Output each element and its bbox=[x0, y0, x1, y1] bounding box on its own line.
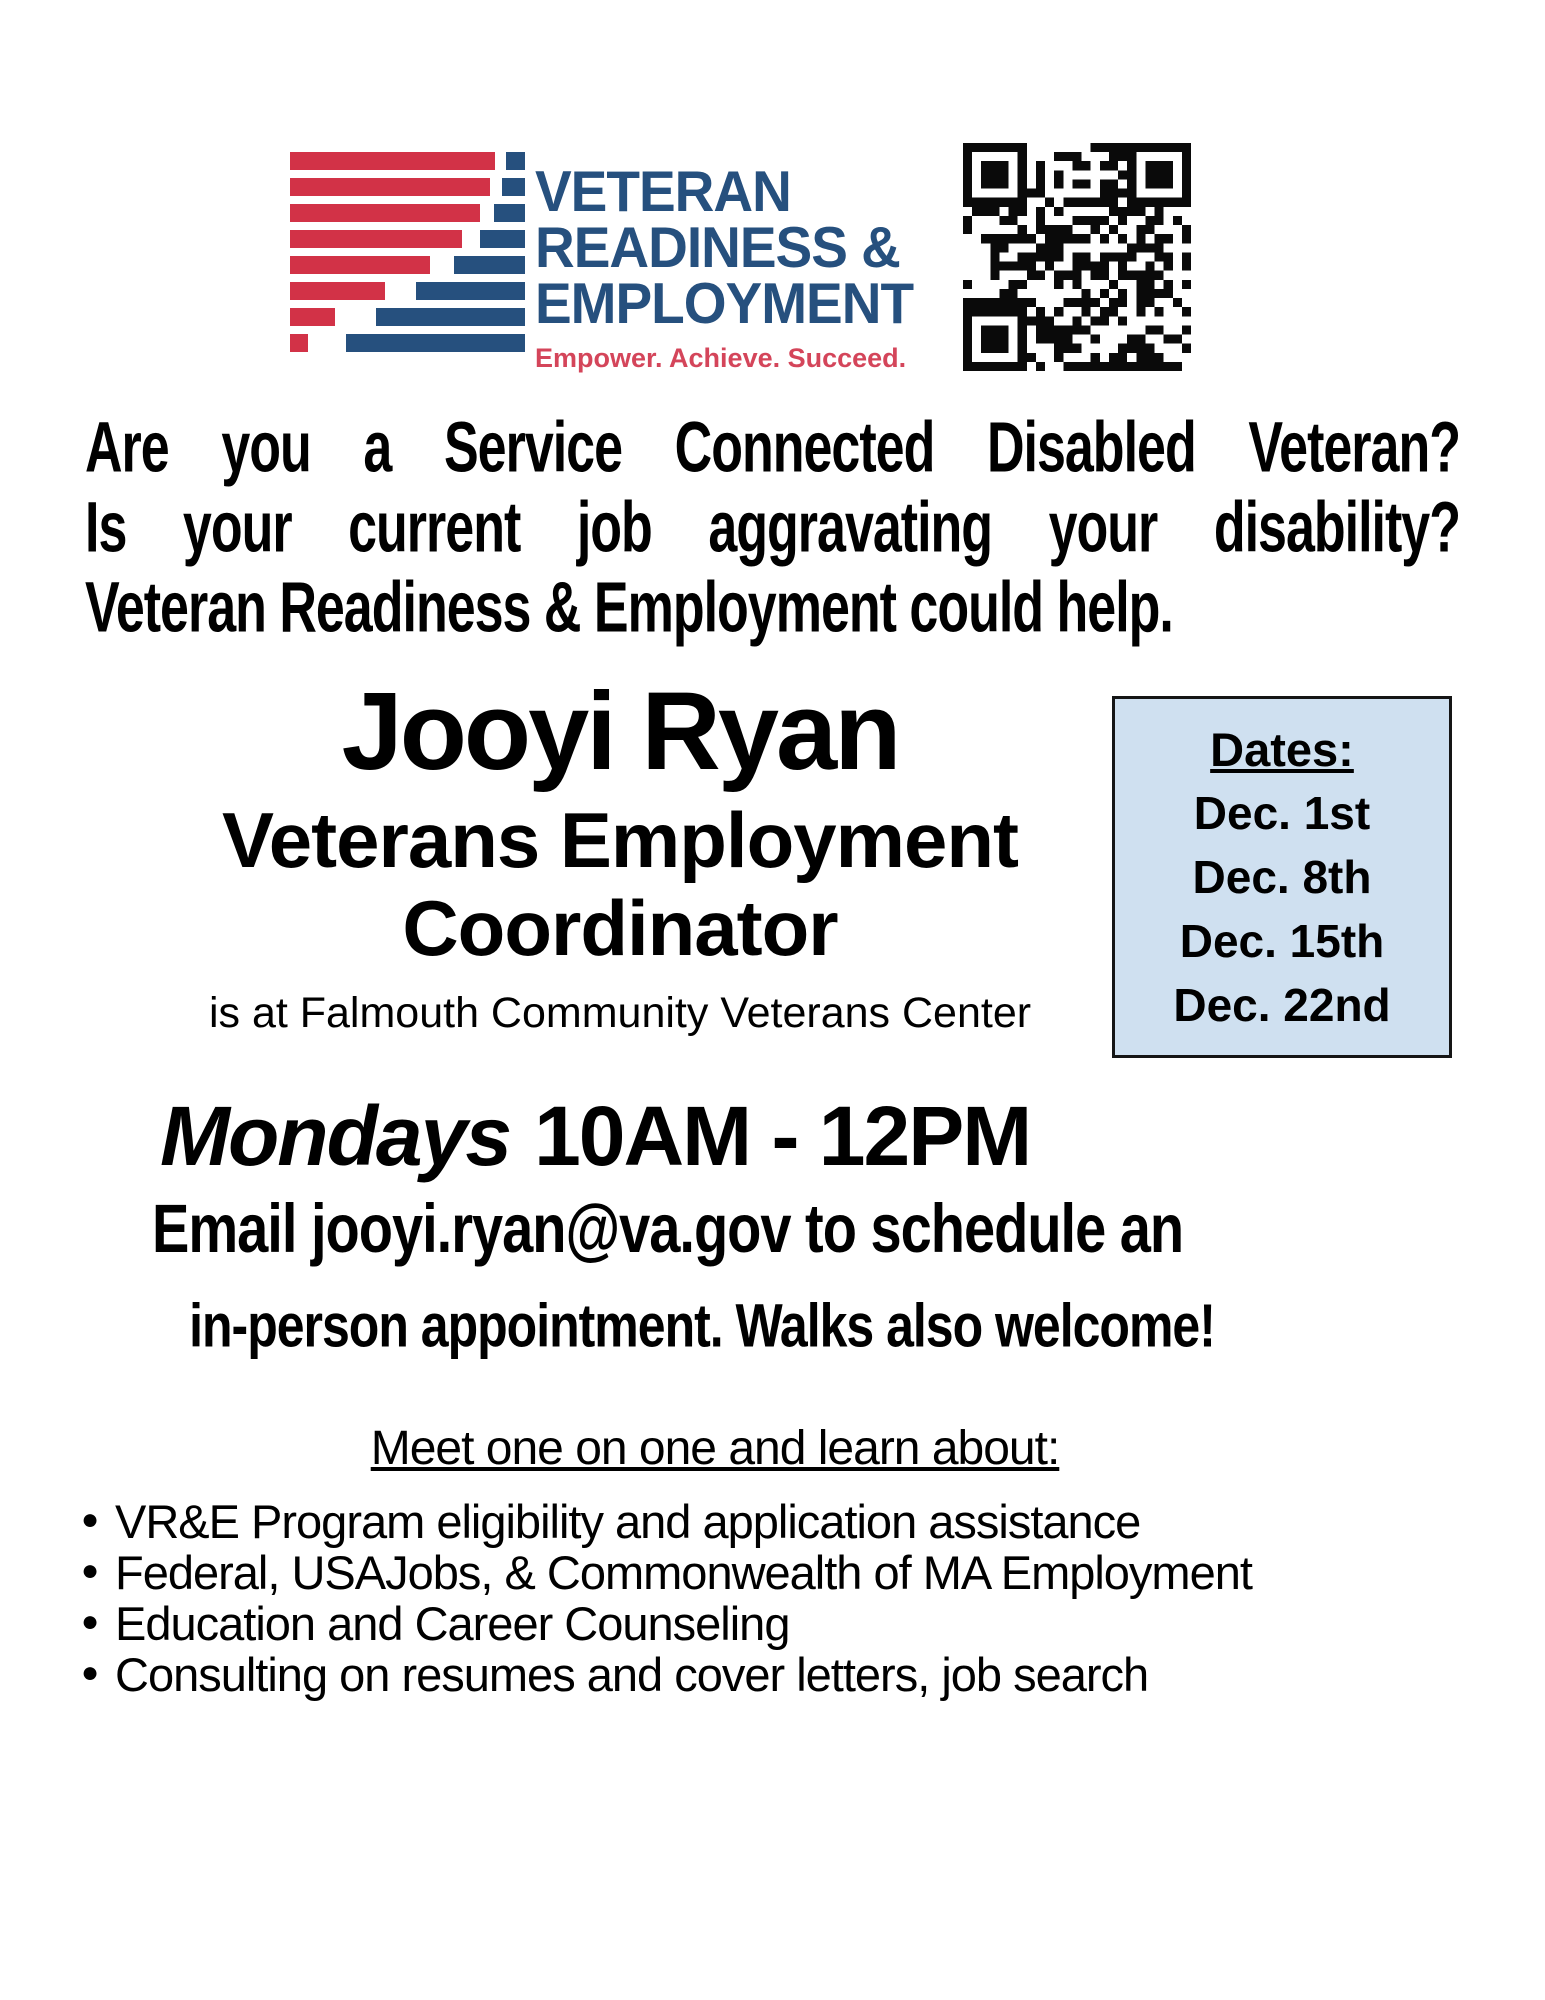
email-instruction: Email jooyi.ryan@va.gov to schedule an bbox=[152, 1189, 1184, 1267]
benefit-item: ● Consulting on resumes and cover letters… bbox=[81, 1649, 1481, 1700]
intro-heading: Are you a Service Connected Disabled Vet… bbox=[85, 408, 1461, 648]
benefit-item-label: Education and Career Counseling bbox=[115, 1597, 790, 1650]
coordinator-location: is at Falmouth Community Veterans Center bbox=[208, 989, 1032, 1037]
intro-line-1: Are you a Service Connected Disabled Vet… bbox=[85, 407, 1461, 489]
benefit-item-label: Consulting on resumes and cover letters,… bbox=[115, 1648, 1149, 1701]
appointment-note: in-person appointment. Walks also welcom… bbox=[189, 1291, 1216, 1361]
coordinator-title-line-1: Veterans Employment bbox=[222, 796, 1019, 884]
logo-stripes-icon bbox=[290, 152, 525, 357]
coordinator-block: Jooyi Ryan Veterans Employment Coordinat… bbox=[180, 668, 1060, 1038]
date-item: Dec. 22nd bbox=[1173, 979, 1391, 1031]
benefit-item-label: Federal, USAJobs, & Commonwealth of MA E… bbox=[115, 1546, 1253, 1599]
logo-wordmark: VETERAN READINESS & EMPLOYMENT Empower. … bbox=[535, 158, 935, 374]
benefit-item: ● VR&E Program eligibility and applicatio… bbox=[81, 1496, 1481, 1547]
logo-wordmark-line: VETERAN bbox=[535, 158, 792, 224]
intro-line-2: Is your current job aggravating your dis… bbox=[85, 487, 1461, 569]
schedule-time: 10AM - 12PM bbox=[534, 1089, 1032, 1183]
benefit-item-label: VR&E Program eligibility and application… bbox=[115, 1495, 1141, 1548]
date-item: Dec. 15th bbox=[1179, 915, 1385, 967]
logo-tagline: Empower. Achieve. Succeed. bbox=[535, 343, 907, 373]
logo-wordmark-line: EMPLOYMENT bbox=[535, 270, 914, 336]
learn-heading: Meet one on one and learn about: bbox=[370, 1422, 1061, 1475]
date-item: Dec. 1st bbox=[1193, 787, 1371, 839]
intro-line-3: Veteran Readiness & Employment could hel… bbox=[85, 567, 1174, 649]
benefit-item: ● Federal, USAJobs, & Commonwealth of MA … bbox=[81, 1547, 1481, 1598]
qr-code bbox=[963, 143, 1191, 371]
coordinator-title-line-2: Coordinator bbox=[402, 884, 838, 972]
dates-box: Dates: Dec. 1st Dec. 8th Dec. 15th Dec. … bbox=[1112, 696, 1452, 1058]
bullet-icon: ● bbox=[81, 1656, 99, 1689]
coordinator-name: Jooyi Ryan bbox=[341, 670, 902, 793]
benefit-item: ● Education and Career Counseling bbox=[81, 1598, 1481, 1649]
benefits-list: ● VR&E Program eligibility and applicatio… bbox=[81, 1496, 1481, 1700]
date-item: Dec. 8th bbox=[1192, 851, 1372, 903]
bullet-icon: ● bbox=[81, 1554, 99, 1587]
dates-heading: Dates: bbox=[1210, 723, 1354, 776]
schedule-line: Mondays 10AM - 12PM bbox=[160, 1088, 1032, 1184]
schedule-day: Mondays bbox=[160, 1089, 512, 1183]
logo-wordmark-line: READINESS & bbox=[535, 214, 901, 280]
bullet-icon: ● bbox=[81, 1605, 99, 1638]
bullet-icon: ● bbox=[81, 1503, 99, 1536]
